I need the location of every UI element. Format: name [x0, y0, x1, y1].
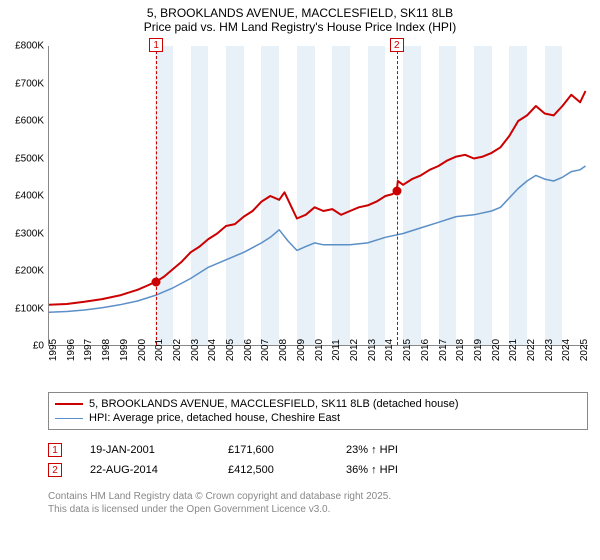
- x-tick-label: 2022: [526, 339, 537, 361]
- chart-title: 5, BROOKLANDS AVENUE, MACCLESFIELD, SK11…: [0, 0, 600, 36]
- event-line: [156, 46, 157, 345]
- x-tick-label: 2006: [243, 339, 254, 361]
- y-tick-label: £100K: [15, 303, 44, 314]
- y-tick-label: £700K: [15, 78, 44, 89]
- plot-region: 12: [48, 46, 588, 346]
- x-tick-label: 2016: [420, 339, 431, 361]
- attribution-line1: Contains HM Land Registry data © Crown c…: [48, 490, 588, 503]
- x-tick-label: 1996: [66, 339, 77, 361]
- events-table: 1 19-JAN-2001 £171,600 23% ↑ HPI 2 22-AUG-201…: [48, 440, 588, 480]
- y-tick-label: £600K: [15, 116, 44, 127]
- attribution-line2: This data is licensed under the Open Gov…: [48, 503, 588, 516]
- x-tick-label: 2001: [154, 339, 165, 361]
- legend-row: HPI: Average price, detached house, Ches…: [55, 411, 581, 425]
- event-id-badge: 2: [48, 463, 62, 477]
- attribution: Contains HM Land Registry data © Crown c…: [48, 490, 588, 516]
- y-tick-label: £500K: [15, 153, 44, 164]
- x-tick-label: 2008: [278, 339, 289, 361]
- event-delta: 23% ↑ HPI: [346, 444, 398, 456]
- x-tick-label: 2000: [137, 339, 148, 361]
- event-date: 22-AUG-2014: [90, 464, 200, 476]
- x-tick-label: 2005: [225, 339, 236, 361]
- x-tick-label: 2009: [296, 339, 307, 361]
- x-tick-label: 2019: [473, 339, 484, 361]
- y-tick-label: £800K: [15, 41, 44, 52]
- x-tick-label: 2011: [331, 339, 342, 361]
- event-marker-dot: [392, 187, 401, 196]
- legend-and-footer: 5, BROOKLANDS AVENUE, MACCLESFIELD, SK11…: [48, 392, 588, 516]
- series-line: [49, 166, 586, 312]
- title-line2: Price paid vs. HM Land Registry's House …: [0, 20, 600, 34]
- x-tick-label: 2020: [491, 339, 502, 361]
- event-delta: 36% ↑ HPI: [346, 464, 398, 476]
- x-tick-label: 2007: [260, 339, 271, 361]
- legend-box: 5, BROOKLANDS AVENUE, MACCLESFIELD, SK11…: [48, 392, 588, 430]
- x-tick-label: 2003: [190, 339, 201, 361]
- y-tick-label: £400K: [15, 191, 44, 202]
- event-table-row: 1 19-JAN-2001 £171,600 23% ↑ HPI: [48, 440, 588, 460]
- x-tick-label: 2017: [438, 339, 449, 361]
- x-tick-label: 2014: [384, 339, 395, 361]
- legend-label: 5, BROOKLANDS AVENUE, MACCLESFIELD, SK11…: [89, 398, 458, 410]
- event-price: £171,600: [228, 444, 318, 456]
- x-tick-label: 2002: [172, 339, 183, 361]
- event-table-row: 2 22-AUG-2014 £412,500 36% ↑ HPI: [48, 460, 588, 480]
- x-tick-label: 2021: [508, 339, 519, 361]
- x-tick-label: 2018: [455, 339, 466, 361]
- y-tick-label: £0: [33, 341, 44, 352]
- event-id-badge: 1: [48, 443, 62, 457]
- x-tick-label: 2004: [207, 339, 218, 361]
- event-badge: 2: [390, 38, 404, 52]
- x-tick-label: 2013: [367, 339, 378, 361]
- y-tick-label: £300K: [15, 228, 44, 239]
- x-tick-label: 1998: [101, 339, 112, 361]
- x-tick-label: 2023: [544, 339, 555, 361]
- legend-row: 5, BROOKLANDS AVENUE, MACCLESFIELD, SK11…: [55, 397, 581, 411]
- event-date: 19-JAN-2001: [90, 444, 200, 456]
- event-marker-dot: [152, 277, 161, 286]
- x-tick-label: 1995: [48, 339, 59, 361]
- series-lines: [49, 46, 589, 346]
- x-tick-label: 2015: [402, 339, 413, 361]
- chart-area: 12 £0£100K£200K£300K£400K£500K£600K£700K…: [0, 36, 600, 388]
- y-tick-label: £200K: [15, 266, 44, 277]
- title-line1: 5, BROOKLANDS AVENUE, MACCLESFIELD, SK11…: [0, 6, 600, 20]
- event-badge: 1: [149, 38, 163, 52]
- x-tick-label: 2025: [579, 339, 590, 361]
- x-tick-label: 1999: [119, 339, 130, 361]
- x-tick-label: 2024: [561, 339, 572, 361]
- legend-swatch: [55, 403, 83, 405]
- x-tick-label: 2012: [349, 339, 360, 361]
- legend-label: HPI: Average price, detached house, Ches…: [89, 412, 340, 424]
- x-tick-label: 1997: [83, 339, 94, 361]
- legend-swatch: [55, 418, 83, 419]
- event-price: £412,500: [228, 464, 318, 476]
- x-tick-label: 2010: [314, 339, 325, 361]
- series-line: [49, 91, 586, 305]
